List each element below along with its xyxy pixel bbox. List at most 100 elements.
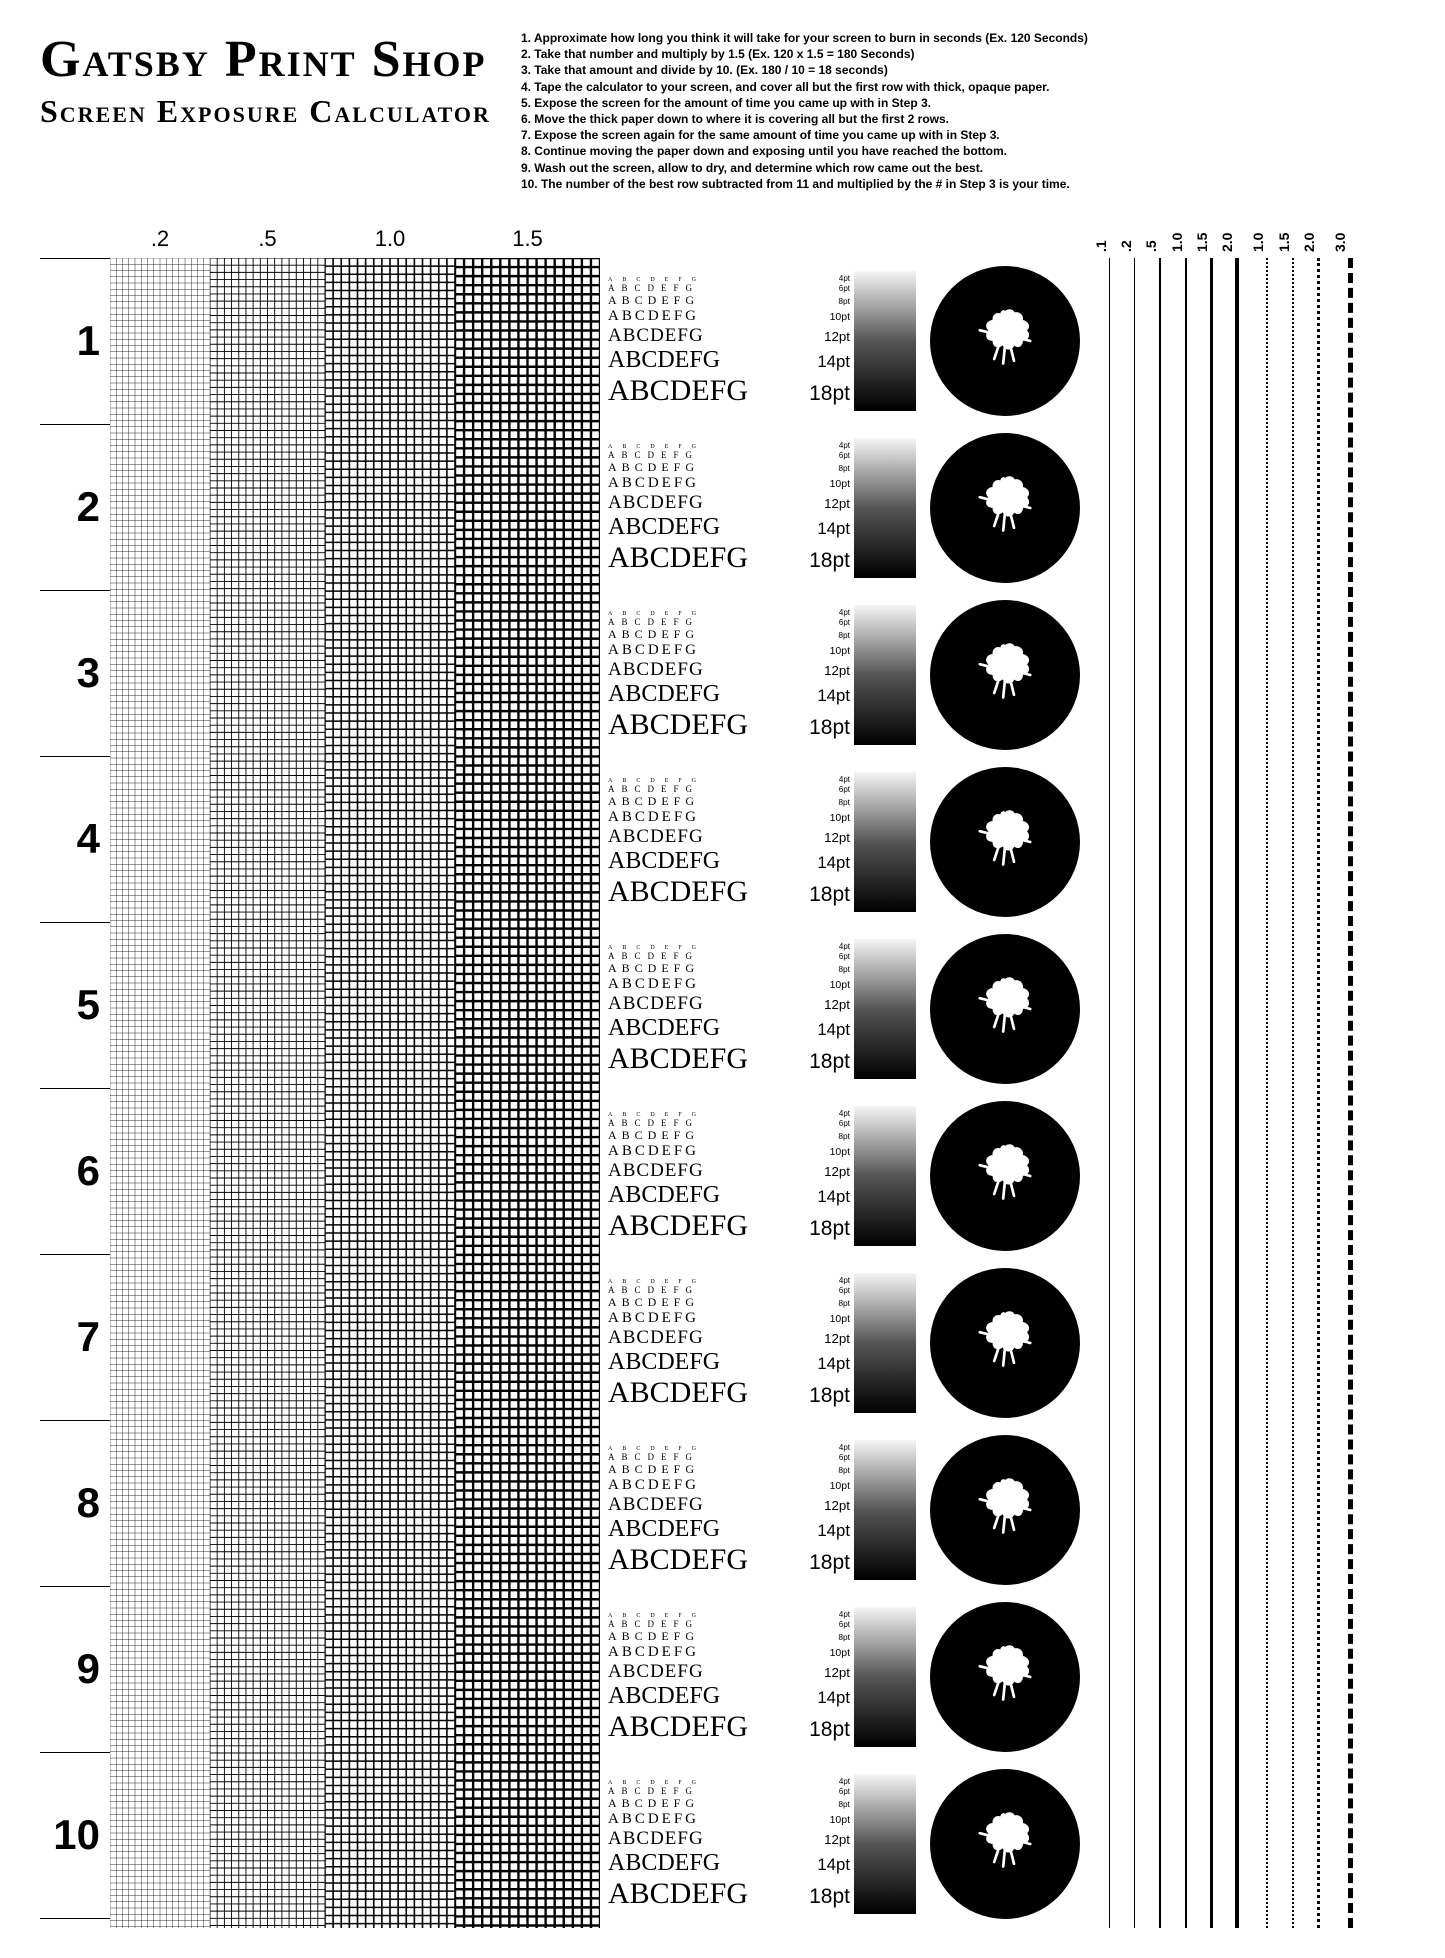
type-line: ABCDEFG18pt	[608, 541, 850, 575]
type-line: ABCDEFG4pt	[608, 441, 850, 450]
specimen-letters: ABCDEFG	[608, 1494, 704, 1516]
type-line: ABCDEFG14pt	[608, 681, 850, 708]
specimen-size-label: 10pt	[826, 812, 850, 824]
type-line: ABCDEFG4pt	[608, 1610, 850, 1619]
specimen-letters: ABCDEFG	[608, 681, 720, 708]
halftone-row	[850, 926, 920, 1093]
specimen-letters: ABCDEFG	[608, 1462, 699, 1477]
specimen-letters: ABCDEFG	[608, 875, 748, 909]
type-line: ABCDEFG10pt	[608, 1310, 850, 1327]
halftone-row	[850, 1260, 920, 1427]
type-line: ABCDEFG14pt	[608, 1516, 850, 1543]
splat-logo-icon	[930, 1435, 1080, 1585]
line-weight-rule	[1292, 258, 1294, 1928]
type-line: ABCDEFG14pt	[608, 1683, 850, 1710]
type-line: ABCDEFG4pt	[608, 1443, 850, 1452]
splat-logo-icon	[930, 1769, 1080, 1919]
logo-column	[920, 210, 1090, 1928]
grid-weight-label: .5	[210, 226, 325, 252]
specimen-size-label: 14pt	[813, 519, 850, 539]
logo-row	[920, 1427, 1090, 1594]
specimen-size-label: 4pt	[835, 608, 850, 617]
type-line: ABCDEFG8pt	[608, 1295, 850, 1310]
line-weight-label: 1.5	[1194, 232, 1210, 251]
specimen-letters: ABCDEFG	[608, 308, 699, 325]
halftone-swatch	[854, 1440, 916, 1580]
page-subtitle: Screen Exposure Calculator	[40, 93, 491, 130]
specimen-size-label: 8pt	[834, 463, 850, 473]
row-number: 10	[40, 1752, 110, 1919]
instruction-line: 6. Move the thick paper down to where it…	[521, 111, 1405, 127]
type-specimen-column: ABCDEFG4ptABCDEFG6ptABCDEFG8ptABCDEFG10p…	[600, 210, 850, 1928]
specimen-letters: ABCDEFG	[608, 617, 699, 627]
type-line: ABCDEFG6pt	[608, 450, 850, 460]
specimen-letters: ABCDEFG	[608, 826, 704, 848]
type-line: ABCDEFG8pt	[608, 1629, 850, 1644]
specimen-letters: ABCDEFG	[608, 1828, 704, 1850]
specimen-size-label: 6pt	[835, 284, 850, 293]
type-line: ABCDEFG12pt	[608, 1661, 850, 1683]
instruction-line: 7. Expose the screen again for the same …	[521, 127, 1405, 143]
specimen-letters: ABCDEFG	[608, 1710, 748, 1744]
grid-weight-label: 1.0	[325, 226, 455, 252]
specimen-letters: ABCDEFG	[608, 347, 720, 374]
grid-weight-label: 1.5	[455, 226, 600, 252]
type-line: ABCDEFG6pt	[608, 951, 850, 961]
specimen-letters: ABCDEFG	[608, 1310, 699, 1327]
row-number: 5	[40, 922, 110, 1089]
specimen-letters: ABCDEFG	[608, 492, 704, 514]
halftone-row	[850, 1093, 920, 1260]
type-line: ABCDEFG4pt	[608, 1777, 850, 1786]
specimen-letters: ABCDEFG	[608, 708, 748, 742]
splat-logo-icon	[930, 266, 1080, 416]
halftone-swatch	[854, 939, 916, 1079]
specimen-letters: ABCDEFG	[608, 976, 699, 993]
type-line: ABCDEFG8pt	[608, 794, 850, 809]
specimen-letters: ABCDEFG	[608, 784, 699, 794]
specimen-letters: ABCDEFG	[608, 1015, 720, 1042]
specimen-size-label: 6pt	[835, 1453, 850, 1462]
row-numbers-column: 12345678910	[40, 210, 110, 1928]
type-line: ABCDEFG12pt	[608, 492, 850, 514]
type-line: ABCDEFG8pt	[608, 961, 850, 976]
instruction-line: 2. Take that number and multiply by 1.5 …	[521, 46, 1405, 62]
specimen-size-label: 10pt	[826, 1814, 850, 1826]
grid-band	[325, 258, 455, 1928]
splat-logo-icon	[930, 433, 1080, 583]
specimen-letters: ABCDEFG	[608, 1786, 699, 1796]
grid-weight-label: .2	[110, 226, 210, 252]
type-line: ABCDEFG18pt	[608, 374, 850, 408]
type-line: ABCDEFG14pt	[608, 1182, 850, 1209]
halftone-row	[850, 1761, 920, 1928]
specimen-letters: ABCDEFG	[608, 1629, 699, 1644]
line-weight-rule	[1348, 258, 1353, 1928]
specimen-size-label: 4pt	[835, 1109, 850, 1118]
specimen-size-label: 14pt	[813, 1688, 850, 1708]
type-line: ABCDEFG14pt	[608, 347, 850, 374]
specimen-size-label: 10pt	[826, 1480, 850, 1492]
row-number: 4	[40, 756, 110, 923]
specimen-letters: ABCDEFG	[608, 325, 704, 347]
specimen-size-label: 18pt	[805, 382, 850, 406]
specimen-size-label: 4pt	[835, 274, 850, 283]
instruction-line: 3. Take that amount and divide by 10. (E…	[521, 62, 1405, 78]
specimen-letters: ABCDEFG	[608, 293, 699, 308]
specimen-letters: ABCDEFG	[608, 1295, 699, 1310]
halftone-swatch	[854, 1273, 916, 1413]
halftone-column	[850, 210, 920, 1928]
specimen-letters: ABCDEFG	[608, 1796, 699, 1811]
type-line: ABCDEFG6pt	[608, 283, 850, 293]
type-line: ABCDEFG14pt	[608, 1015, 850, 1042]
type-line: ABCDEFG18pt	[608, 708, 850, 742]
row-number: 2	[40, 424, 110, 591]
type-specimen-row: ABCDEFG4ptABCDEFG6ptABCDEFG8ptABCDEFG10p…	[600, 759, 850, 926]
type-line: ABCDEFG4pt	[608, 608, 850, 617]
type-specimen-row: ABCDEFG4ptABCDEFG6ptABCDEFG8ptABCDEFG10p…	[600, 1260, 850, 1427]
type-line: ABCDEFG10pt	[608, 976, 850, 993]
line-weight-label: 1.5	[1276, 232, 1292, 251]
specimen-letters: ABCDEFG	[608, 1877, 748, 1911]
type-line: ABCDEFG6pt	[608, 1452, 850, 1462]
type-line: ABCDEFG18pt	[608, 1376, 850, 1410]
type-line: ABCDEFG18pt	[608, 1543, 850, 1577]
type-line: ABCDEFG8pt	[608, 627, 850, 642]
